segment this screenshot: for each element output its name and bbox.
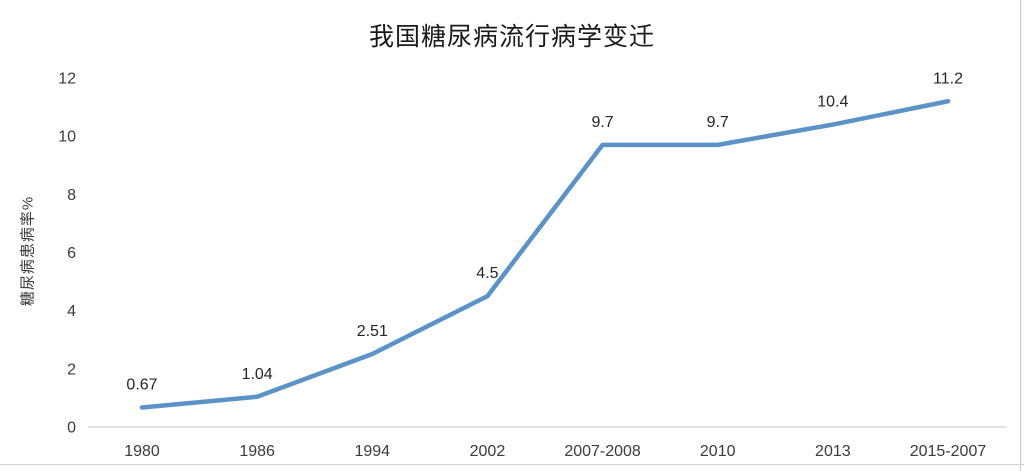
- data-label: 4.5: [476, 265, 498, 282]
- y-tick-label: 12: [58, 71, 76, 88]
- y-tick-label: 0: [67, 420, 76, 437]
- x-tick-label: 2010: [700, 443, 736, 460]
- y-tick-label: 10: [58, 129, 76, 146]
- y-tick-label: 2: [67, 361, 76, 378]
- data-label: 9.7: [591, 114, 613, 131]
- x-tick-label: 1986: [239, 443, 275, 460]
- chart-title: 我国糖尿病流行病学变迁: [368, 22, 655, 51]
- data-label: 9.7: [707, 114, 729, 131]
- x-tick-label: 1980: [124, 443, 160, 460]
- y-tick-label: 6: [67, 245, 76, 262]
- data-label: 1.04: [242, 366, 273, 383]
- x-tick-label: 2013: [815, 443, 851, 460]
- image-right-border: [1020, 0, 1021, 471]
- x-tick-label: 1994: [354, 443, 390, 460]
- y-tick-label: 4: [67, 303, 76, 320]
- y-tick-label: 8: [67, 187, 76, 204]
- x-tick-label: 2015-2007: [910, 443, 987, 460]
- data-label: 2.51: [357, 323, 388, 340]
- series-line: [139, 99, 951, 410]
- x-tick-label: 2007-2008: [564, 443, 641, 460]
- data-label: 10.4: [817, 94, 848, 111]
- image-bottom-border: [0, 464, 1024, 465]
- data-label: 0.67: [126, 377, 157, 394]
- x-tick-label: 2002: [470, 443, 506, 460]
- data-label: 11.2: [933, 70, 963, 87]
